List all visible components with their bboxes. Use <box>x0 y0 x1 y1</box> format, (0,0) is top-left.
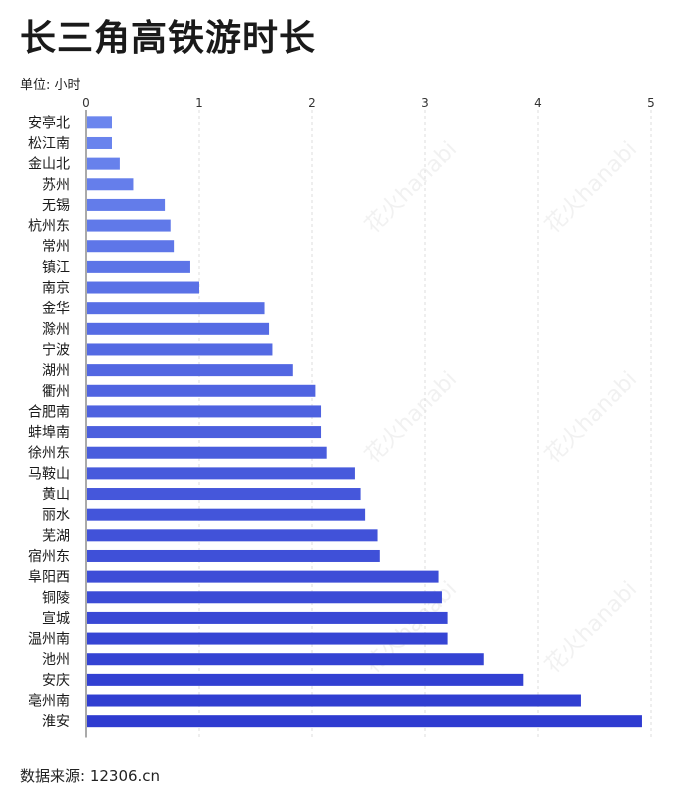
category-label: 芜湖 <box>42 527 70 544</box>
bar <box>87 488 361 501</box>
x-tick-label: 3 <box>421 96 429 110</box>
category-label: 阜阳西 <box>28 569 70 586</box>
bar <box>87 673 524 686</box>
category-label: 金华 <box>42 301 70 317</box>
x-tick-label: 1 <box>195 96 203 110</box>
bar <box>87 653 484 666</box>
category-label: 合肥南 <box>28 404 70 420</box>
bar <box>87 281 199 294</box>
bar <box>87 694 581 707</box>
x-tick-label: 2 <box>308 96 316 110</box>
category-label: 宣城 <box>42 611 70 627</box>
category-labels: 安亭北松江南金山北苏州无锡杭州东常州镇江南京金华滁州宁波湖州衢州合肥南蚌埠南徐州… <box>28 114 70 730</box>
bar <box>87 322 270 335</box>
category-label: 无锡 <box>42 198 70 214</box>
bar <box>87 343 273 356</box>
category-label: 宿州东 <box>28 548 70 565</box>
bar <box>87 426 322 439</box>
bar <box>87 405 322 418</box>
category-label: 温州南 <box>28 632 70 648</box>
category-label: 杭州东 <box>28 219 70 235</box>
bar <box>87 611 448 624</box>
bars <box>87 116 642 728</box>
bar <box>87 570 439 583</box>
category-label: 镇江 <box>42 260 70 276</box>
bar <box>87 260 190 273</box>
category-label: 湖州 <box>42 363 70 379</box>
category-label: 铜陵 <box>42 590 70 606</box>
category-label: 黄山 <box>42 486 70 503</box>
category-label: 松江南 <box>28 136 70 152</box>
category-label: 金山北 <box>28 157 70 173</box>
bar <box>87 715 642 728</box>
bar <box>87 384 316 397</box>
bar <box>87 591 442 604</box>
bar <box>87 529 378 542</box>
bar <box>87 508 366 521</box>
category-label: 衢州 <box>42 383 70 400</box>
page-title: 长三角高铁游时长 <box>20 18 317 59</box>
bar <box>87 116 112 129</box>
x-tick-label: 4 <box>534 96 542 110</box>
category-label: 亳州南 <box>28 693 70 710</box>
bar <box>87 549 380 562</box>
bar <box>87 157 120 170</box>
bar <box>87 178 134 191</box>
category-label: 马鞍山 <box>28 466 70 482</box>
category-label: 南京 <box>42 281 70 297</box>
category-label: 滁州 <box>42 322 70 338</box>
category-label: 宁波 <box>42 341 70 358</box>
bar <box>87 219 171 232</box>
category-label: 蚌埠南 <box>28 424 70 441</box>
bar <box>87 364 293 377</box>
x-tick-label: 5 <box>647 96 655 110</box>
category-label: 苏州 <box>42 177 70 193</box>
bar <box>87 632 448 645</box>
bar <box>87 198 166 211</box>
unit-label: 单位: 小时 <box>20 78 81 93</box>
category-label: 安亭北 <box>28 114 70 131</box>
category-label: 徐州东 <box>28 446 70 462</box>
bar <box>87 240 175 253</box>
category-label: 池州 <box>42 652 70 668</box>
bar <box>87 136 112 149</box>
bar <box>87 446 327 459</box>
bar <box>87 302 265 315</box>
category-label: 安庆 <box>42 673 70 689</box>
source-note: 数据来源: 12306.cn <box>20 767 161 785</box>
bar <box>87 467 355 480</box>
category-label: 淮安 <box>42 714 70 730</box>
x-tick-label: 0 <box>82 96 90 110</box>
category-label: 常州 <box>42 239 70 255</box>
x-axis-ticks: 0 1 2 3 4 5 <box>82 96 655 110</box>
category-label: 丽水 <box>42 508 70 524</box>
